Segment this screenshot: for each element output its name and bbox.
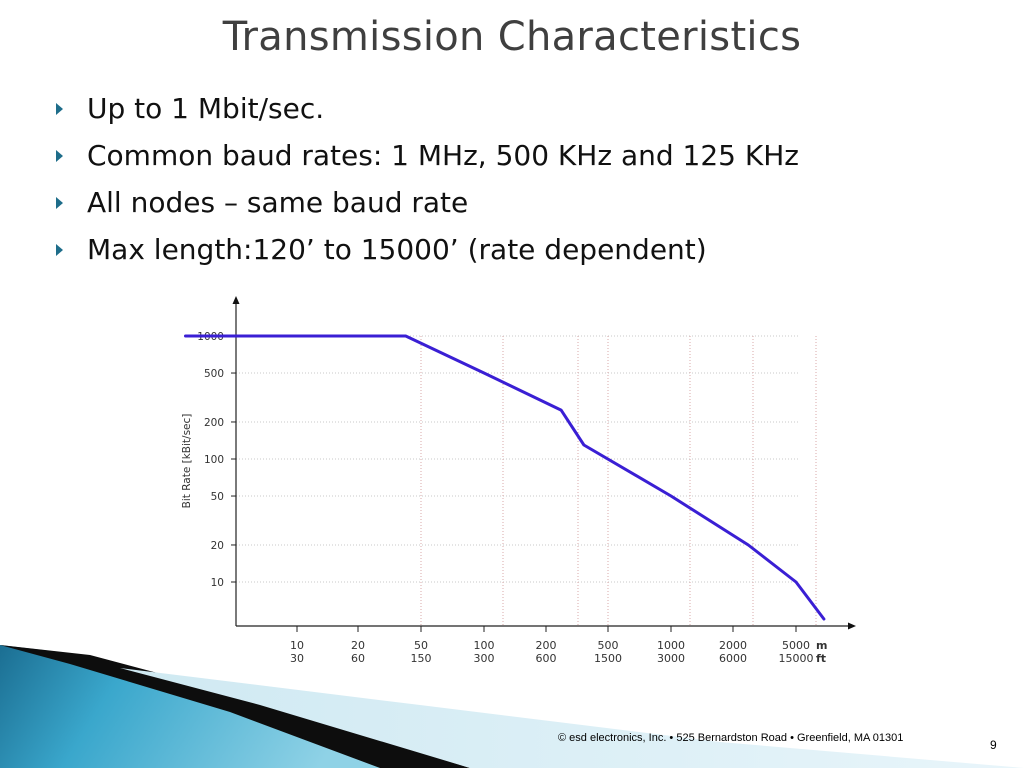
x-tick-label-ft: 1500 [594,652,622,665]
x-tick-label-m: 50 [414,639,428,652]
x-tick-label-m: 200 [536,639,557,652]
bullet-text: Up to 1 Mbit/sec. [87,92,325,125]
x-tick-label-ft: 600 [536,652,557,665]
y-tick-label: 50 [211,491,224,503]
x-tick-label-m: 1000 [657,639,685,652]
y-axis-label: Bit Rate [kBit/sec] [181,414,193,509]
triangle-bullet-icon [56,103,63,115]
bullet-text: Max length:120’ to 15000’ (rate dependen… [87,233,707,266]
y-tick-label: 500 [204,368,224,380]
x-tick-label-ft: 15000 [779,652,814,665]
bullet-text: Common baud rates: 1 MHz, 500 KHz and 12… [87,139,799,172]
x-tick-label-m: 5000 [782,639,810,652]
x-tick-label-m: 2000 [719,639,747,652]
bullet-text: All nodes – same baud rate [87,186,469,219]
triangle-bullet-icon [56,244,63,256]
x-unit-feet: ft [816,652,826,665]
footer-text: © esd electronics, Inc. • 525 Bernardsto… [558,732,904,744]
x-tick-label-m: 20 [351,639,365,652]
x-tick-label-ft: 6000 [719,652,747,665]
triangle-bullet-icon [56,197,63,209]
y-tick-label: 200 [204,417,224,429]
x-tick-label-m: 100 [474,639,495,652]
series-line [184,334,826,621]
x-tick-label-ft: 3000 [657,652,685,665]
page-number: 9 [990,738,997,752]
y-tick-label: 20 [211,540,224,552]
x-tick-label-ft: 30 [290,652,304,665]
y-tick-label: 10 [211,577,224,589]
x-tick-label-ft: 300 [474,652,495,665]
x-tick-label-m: 10 [290,639,304,652]
triangle-bullet-icon [56,150,63,162]
y-axis-arrow [232,296,240,304]
y-tick-label: 100 [204,454,224,466]
x-tick-label-ft: 60 [351,652,365,665]
slide-title: Transmission Characteristics [222,14,802,60]
x-axis-arrow [848,622,856,630]
x-tick-label-m: 500 [598,639,619,652]
x-tick-label-ft: 150 [411,652,432,665]
x-unit-meters: m [816,639,827,652]
